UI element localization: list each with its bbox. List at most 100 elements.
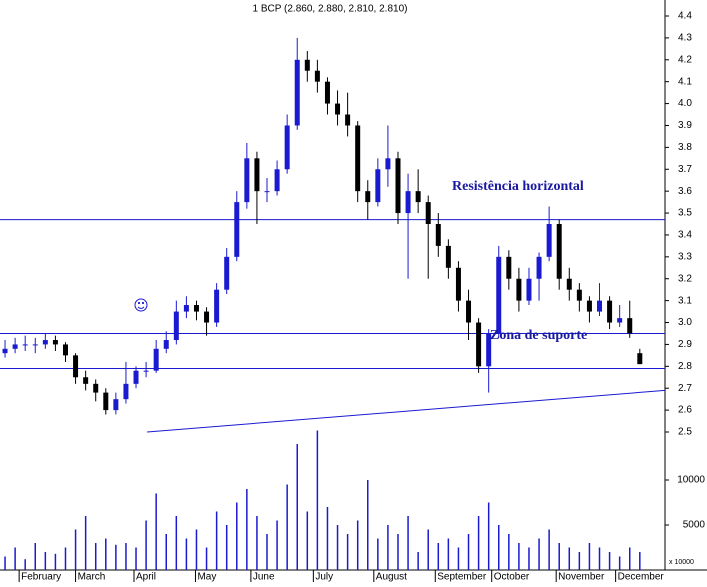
candle-body: [546, 224, 552, 257]
candle-body: [264, 191, 270, 193]
x-tick-label: September: [437, 572, 487, 582]
candle-body: [294, 59, 300, 126]
y-tick-label: 3.1: [678, 295, 692, 306]
candle-body: [113, 399, 119, 411]
candle-body: [637, 353, 643, 365]
x-tick-label: December: [618, 572, 665, 582]
candle-body: [133, 370, 139, 384]
x-tick-label: August: [376, 572, 407, 582]
y-tick-label: 3.6: [678, 186, 692, 197]
y-tick-label: 3.5: [678, 208, 692, 219]
candle-body: [455, 267, 461, 301]
candle-body: [445, 245, 451, 268]
candle-body: [204, 311, 210, 323]
candle-body: [12, 344, 18, 349]
y-tick-label: 2.5: [678, 427, 692, 438]
candle-body: [314, 70, 320, 82]
candle-body: [516, 278, 522, 301]
y-tick-label: 2.8: [678, 361, 692, 372]
candle-body: [62, 344, 68, 356]
x-tick-label: June: [253, 572, 275, 582]
y-tick-label: 5000: [683, 520, 706, 531]
candle-body: [556, 224, 562, 279]
candle-body: [365, 191, 371, 203]
candle-body: [627, 318, 633, 334]
y-tick-label: 3.0: [678, 317, 692, 328]
x-tick-label: November: [558, 572, 605, 582]
candle-body: [234, 202, 240, 257]
y-tick-label: 3.8: [678, 142, 692, 153]
candle-body: [73, 355, 79, 378]
candle-body: [597, 300, 603, 312]
annotation: Zona de suporte: [490, 328, 587, 343]
candle-body: [324, 81, 330, 104]
candle-body: [345, 114, 351, 126]
candle-body: [415, 191, 421, 203]
y-tick-label: 3.9: [678, 120, 692, 131]
candle-body: [224, 256, 230, 290]
candle-body: [93, 383, 99, 393]
chart-title: 1 BCP (2.860, 2.880, 2.810, 2.810): [253, 4, 408, 15]
y-tick-label: 3.3: [678, 251, 692, 262]
candle-body: [183, 305, 189, 312]
y-tick-label: 4.1: [678, 76, 692, 87]
y-tick-label: 4.2: [678, 54, 692, 65]
candle-body: [153, 348, 159, 371]
y-tick-label: 4.4: [678, 11, 692, 22]
candle-body: [214, 289, 220, 323]
candle-body: [395, 158, 401, 214]
x-tick-label: April: [136, 572, 156, 582]
candle-body: [466, 300, 472, 323]
candle-body: [375, 169, 381, 203]
candle-body: [42, 340, 48, 345]
y-tick-label: 2.9: [678, 339, 692, 350]
annotation: Resistência horizontal: [452, 179, 584, 194]
smiley: [134, 298, 148, 312]
candle-body: [254, 158, 260, 192]
candle-body: [83, 377, 89, 384]
candle-body: [103, 392, 109, 411]
candle-body: [52, 340, 58, 345]
candle-body: [123, 383, 129, 400]
candle-body: [173, 311, 179, 341]
candle-body: [22, 344, 28, 346]
candle-body: [32, 344, 38, 346]
candle-body: [496, 256, 502, 334]
x-tick-label: October: [494, 572, 530, 582]
candle-body: [506, 256, 512, 279]
candle-body: [617, 318, 623, 323]
candle-body: [244, 158, 250, 203]
candle-body: [143, 370, 149, 372]
candle-body: [586, 300, 592, 312]
y-tick-label: 10000: [677, 475, 705, 486]
candle-body: [536, 256, 542, 279]
candle-body: [576, 289, 582, 301]
candle-body: [355, 125, 361, 192]
y-tick-label: 4.3: [678, 33, 692, 44]
candle-body: [335, 103, 341, 115]
candle-body: [405, 191, 411, 214]
candle-body: [2, 348, 8, 354]
trend-line: [147, 389, 666, 433]
y-tick-label: 3.2: [678, 273, 692, 284]
y-tick-label: 2.6: [678, 405, 692, 416]
candle-body: [566, 278, 572, 290]
x-tick-label: February: [21, 572, 61, 582]
candle-body: [526, 278, 532, 301]
y-tick-label: 3.4: [678, 230, 692, 241]
candle-body: [284, 125, 290, 170]
candle-body: [435, 224, 441, 246]
candle-body: [193, 305, 199, 312]
candle-body: [425, 202, 431, 224]
candle-body: [304, 59, 310, 71]
x-tick-label: March: [78, 572, 106, 582]
candle-body: [476, 322, 482, 367]
y-tick-label: 2.7: [678, 383, 692, 394]
candle-body: [274, 169, 280, 192]
candle-body: [607, 300, 613, 323]
volume-unit-label: x 10000: [669, 559, 694, 566]
x-tick-label: July: [315, 572, 333, 582]
x-tick-label: May: [197, 572, 216, 582]
